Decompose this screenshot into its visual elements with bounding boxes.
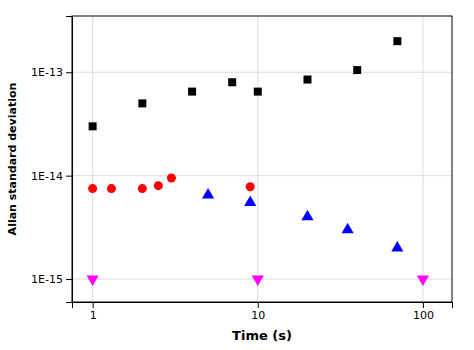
y-axis-title: Allan standard deviation xyxy=(6,83,19,236)
x-axis-tick: 100 xyxy=(413,302,434,322)
chart: 1 10 100 1E-15 1E-14 1E-13 Time (s) Allan stand… xyxy=(0,0,474,350)
y-axis-tick: 1E-14 xyxy=(31,170,72,183)
y-axis-tick-mark xyxy=(66,279,72,280)
point xyxy=(188,88,196,96)
y-axis-tick-mark xyxy=(66,176,72,177)
point xyxy=(246,182,255,191)
point xyxy=(301,210,313,221)
point xyxy=(342,223,354,234)
point xyxy=(89,122,97,130)
x-axis-tick-mark xyxy=(258,302,259,308)
points xyxy=(87,37,429,286)
grid xyxy=(72,16,452,302)
point xyxy=(417,276,429,287)
y-axis-tick-label: 1E-15 xyxy=(31,273,63,286)
grid-line-y xyxy=(72,72,452,73)
point xyxy=(393,37,401,45)
point xyxy=(107,184,116,193)
y-axis-tick-mark xyxy=(66,72,72,73)
point xyxy=(244,195,256,206)
point xyxy=(228,78,236,86)
x-axis-tick-mark xyxy=(423,302,424,308)
point xyxy=(138,99,146,107)
point xyxy=(252,276,264,287)
y-axis-tick: 1E-13 xyxy=(31,66,72,79)
y-axis-tick: 1E-15 xyxy=(31,273,72,286)
point xyxy=(154,181,163,190)
grid-line-y xyxy=(72,175,452,176)
y-axis-domain xyxy=(66,17,73,303)
point xyxy=(202,188,214,199)
x-axis-tick: 1 xyxy=(90,302,97,322)
x-axis-tick-mark xyxy=(93,302,94,308)
point xyxy=(87,276,99,287)
point xyxy=(88,184,97,193)
plot-frame xyxy=(72,16,452,302)
point xyxy=(254,88,262,96)
series xyxy=(202,188,403,251)
x-axis-tick: 10 xyxy=(251,302,265,322)
grid-line-x xyxy=(257,16,258,302)
x-axis-domain xyxy=(73,303,453,309)
x-axis-tick-label: 10 xyxy=(251,309,265,322)
x-axis-tick-label: 100 xyxy=(413,309,434,322)
y-axis-tick-label: 1E-13 xyxy=(31,66,63,79)
x-axis: 1 10 100 xyxy=(73,302,453,322)
series xyxy=(87,276,429,287)
point xyxy=(303,76,311,84)
plot: 1 10 100 1E-15 1E-14 1E-13 xyxy=(31,16,452,322)
grid-line-x xyxy=(422,16,423,302)
series xyxy=(88,173,255,193)
x-axis-title: Time (s) xyxy=(232,328,292,343)
series xyxy=(89,37,402,130)
x-axis-tick-label: 1 xyxy=(90,309,97,322)
grid-line-x xyxy=(92,16,93,302)
point xyxy=(167,173,176,182)
point xyxy=(353,66,361,74)
y-axis-tick-label: 1E-14 xyxy=(31,170,63,183)
point xyxy=(391,241,403,252)
y-axis: 1E-15 1E-14 1E-13 xyxy=(31,17,72,303)
point xyxy=(138,184,147,193)
